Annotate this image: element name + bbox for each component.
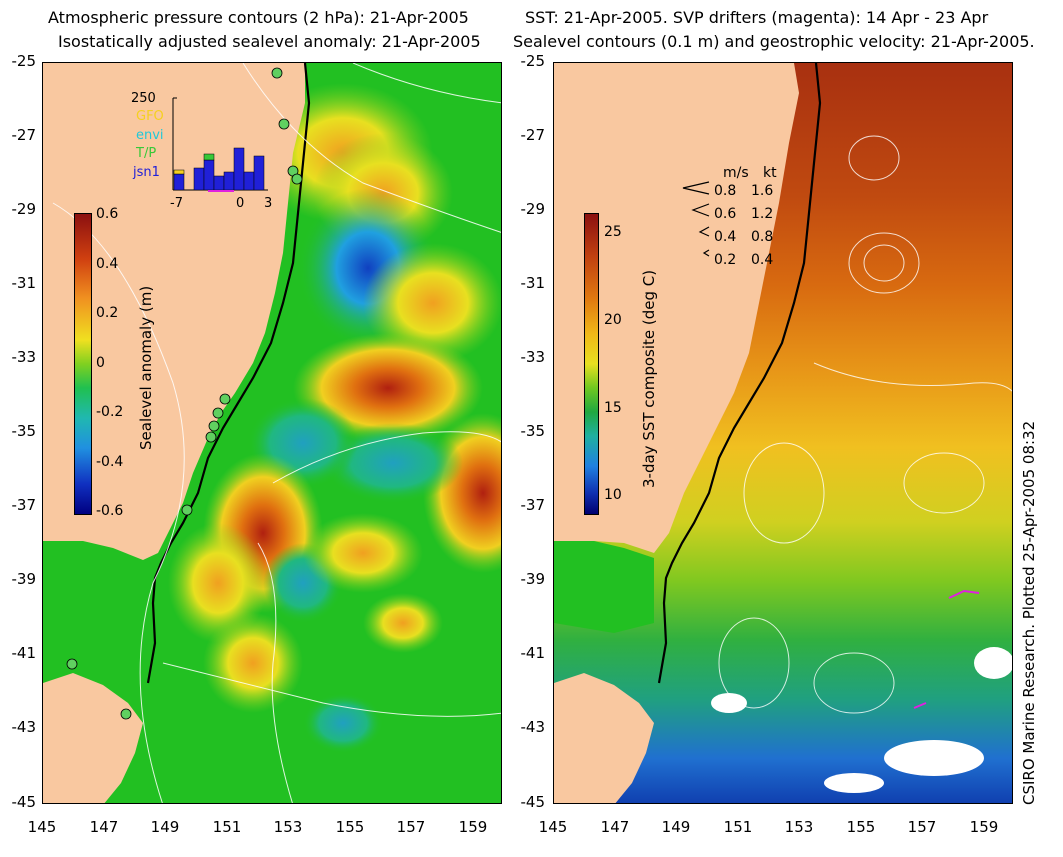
left-ytick-8: -41 <box>11 644 37 662</box>
left-ytick-5: -35 <box>11 422 37 440</box>
left-ytick-7: -39 <box>11 570 37 588</box>
left-ytick-2: -29 <box>11 200 37 218</box>
velocity-row-2-kt: 0.8 <box>751 229 774 245</box>
left-ytick-10: -45 <box>11 793 37 811</box>
sealevel-tick-1: 0.4 <box>96 256 119 272</box>
right-ytick-9: -43 <box>520 718 546 736</box>
tasmania-land <box>43 673 143 803</box>
sst-tick-2: 15 <box>604 400 622 416</box>
sealevel-tick-3: 0 <box>96 355 105 371</box>
sst-colorbar <box>584 213 599 515</box>
right-xtick-4: 153 <box>784 818 814 836</box>
left-ytick-0: -25 <box>11 52 37 70</box>
right-ytick-2: -29 <box>520 200 546 218</box>
velocity-row-1-ms: 0.6 <box>714 206 737 222</box>
left-ytick-3: -31 <box>11 274 37 292</box>
right-ytick-7: -39 <box>520 570 546 588</box>
sealevel-tick-0: 0.6 <box>96 206 119 222</box>
sst-shelf-break <box>657 63 822 684</box>
left-ytick-1: -27 <box>11 126 37 144</box>
hist-legend-gfo: GFO <box>136 109 164 124</box>
left-xtick-1: 147 <box>89 818 119 836</box>
right-ytick-6: -37 <box>520 496 546 514</box>
velocity-arrows-icon <box>682 181 710 257</box>
sealevel-tick-4: -0.2 <box>96 404 124 420</box>
hist-legend-jsn1: jsn1 <box>133 165 160 180</box>
right-ytick-10: -45 <box>520 793 546 811</box>
sst-tasmania-land <box>554 673 654 803</box>
velocity-row-2-ms: 0.4 <box>714 229 737 245</box>
right-ytick-1: -27 <box>520 126 546 144</box>
hist-xtick-0: -7 <box>170 196 183 211</box>
right-xtick-6: 157 <box>907 818 937 836</box>
hist-legend-envi: envi <box>136 128 164 143</box>
velocity-row-0-ms: 0.8 <box>714 183 737 199</box>
right-ytick-0: -25 <box>520 52 546 70</box>
velocity-row-3-kt: 0.4 <box>751 252 774 268</box>
left-xtick-0: 145 <box>27 818 57 836</box>
left-ytick-4: -33 <box>11 348 37 366</box>
altimeter-histogram <box>172 97 268 192</box>
right-xtick-2: 149 <box>661 818 691 836</box>
sealevel-tick-5: -0.4 <box>96 454 124 470</box>
left-xtick-3: 151 <box>212 818 242 836</box>
right-xtick-3: 151 <box>723 818 753 836</box>
left-xtick-4: 153 <box>273 818 303 836</box>
sst-map <box>553 62 1013 804</box>
velocity-row-3-ms: 0.2 <box>714 252 737 268</box>
left-xtick-6: 157 <box>396 818 426 836</box>
left-ytick-9: -43 <box>11 718 37 736</box>
left-xtick-2: 149 <box>150 818 180 836</box>
sealevel-colorbar <box>74 213 92 515</box>
sst-colorbar-label: 3-day SST composite (deg C) <box>640 269 658 488</box>
right-xtick-7: 159 <box>969 818 999 836</box>
left-xtick-5: 155 <box>335 818 365 836</box>
sst-mainland-land <box>554 63 799 553</box>
sealevel-anomaly-map <box>42 62 502 804</box>
left-ytick-6: -37 <box>11 496 37 514</box>
sealevel-colorbar-label: Sealevel anomaly (m) <box>137 285 155 450</box>
hist-xtick-1: 0 <box>236 196 245 211</box>
sealevel-tick-6: -0.6 <box>96 503 124 519</box>
right-ytick-4: -33 <box>520 348 546 366</box>
sst-tick-1: 20 <box>604 312 622 328</box>
hist-legend-tp: T/P <box>136 146 157 161</box>
plot-credit: CSIRO Marine Research. Plotted 25-Apr-20… <box>1020 420 1038 805</box>
sst-tick-0: 25 <box>604 224 622 240</box>
left-title-line1: Atmospheric pressure contours (2 hPa): 2… <box>48 8 469 27</box>
right-xtick-5: 155 <box>846 818 876 836</box>
left-title-line2: Isostatically adjusted sealevel anomaly:… <box>58 32 481 51</box>
sst-tick-3: 10 <box>604 487 622 503</box>
right-title-line1: SST: 21-Apr-2005. SVP drifters (magenta)… <box>525 8 989 27</box>
velocity-header-kt: kt <box>763 165 777 181</box>
hist-xtick-2: 3 <box>264 196 273 211</box>
right-xtick-1: 147 <box>600 818 630 836</box>
velocity-row-1-kt: 1.2 <box>751 206 774 222</box>
right-title-line2: Sealevel contours (0.1 m) and geostrophi… <box>513 32 1035 51</box>
sealevel-map-graphic <box>43 63 501 803</box>
right-ytick-5: -35 <box>520 422 546 440</box>
sst-map-graphic <box>554 63 1012 803</box>
right-xtick-0: 145 <box>538 818 568 836</box>
velocity-row-0-kt: 1.6 <box>751 183 774 199</box>
sealevel-tick-2: 0.2 <box>96 305 119 321</box>
right-ytick-8: -41 <box>520 644 546 662</box>
left-xtick-7: 159 <box>458 818 488 836</box>
hist-ymax-label: 250 <box>131 91 156 106</box>
right-ytick-3: -31 <box>520 274 546 292</box>
velocity-header-ms: m/s <box>723 165 749 181</box>
